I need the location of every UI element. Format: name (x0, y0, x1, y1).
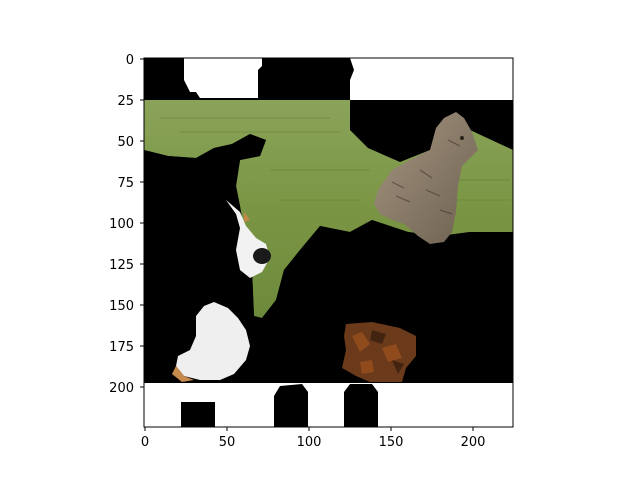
y-axis: 0 25 50 75 100 125 150 175 200 (109, 53, 144, 396)
x-tick: 50 (219, 427, 236, 450)
y-tick: 125 (109, 258, 144, 273)
y-tick-label: 200 (109, 381, 134, 396)
x-tick: 200 (461, 427, 486, 450)
mask-black-notch-2 (274, 384, 308, 427)
y-tick: 75 (117, 176, 144, 191)
y-tick: 0 (126, 53, 144, 68)
grass-background (144, 100, 513, 318)
x-tick: 100 (297, 427, 322, 450)
y-tick-label: 0 (126, 53, 134, 68)
cat (374, 112, 478, 244)
y-tick: 25 (117, 94, 144, 109)
x-tick: 0 (141, 427, 149, 450)
x-tick-label: 100 (297, 435, 322, 450)
y-tick: 150 (109, 299, 144, 314)
brown-patch (342, 322, 416, 382)
y-tick-label: 100 (109, 217, 134, 232)
y-tick: 100 (109, 217, 144, 232)
y-tick-label: 75 (117, 176, 134, 191)
y-tick-label: 125 (109, 258, 134, 273)
y-tick-label: 25 (117, 94, 134, 109)
mask-white-top-right (350, 58, 513, 100)
y-tick-label: 150 (109, 299, 134, 314)
x-axis: 0 50 100 150 200 (141, 427, 486, 450)
y-tick: 175 (109, 340, 144, 355)
axes-frame (143, 57, 514, 428)
image-plot (144, 58, 513, 427)
x-tick-label: 0 (141, 435, 149, 450)
y-tick-label: 50 (117, 135, 134, 150)
dog-face (226, 200, 271, 278)
mask-white-top-left (184, 58, 262, 98)
x-tick-label: 200 (461, 435, 486, 450)
y-tick-label: 175 (109, 340, 134, 355)
x-tick-label: 150 (379, 435, 404, 450)
y-tick: 50 (117, 135, 144, 150)
dog-paw (172, 302, 250, 382)
y-tick: 200 (109, 381, 144, 396)
x-tick: 150 (379, 427, 404, 450)
mask-black-notch-3 (344, 384, 378, 427)
grass-texture (160, 117, 510, 201)
x-tick-label: 50 (219, 435, 236, 450)
mask-black-notch-1 (181, 402, 215, 427)
